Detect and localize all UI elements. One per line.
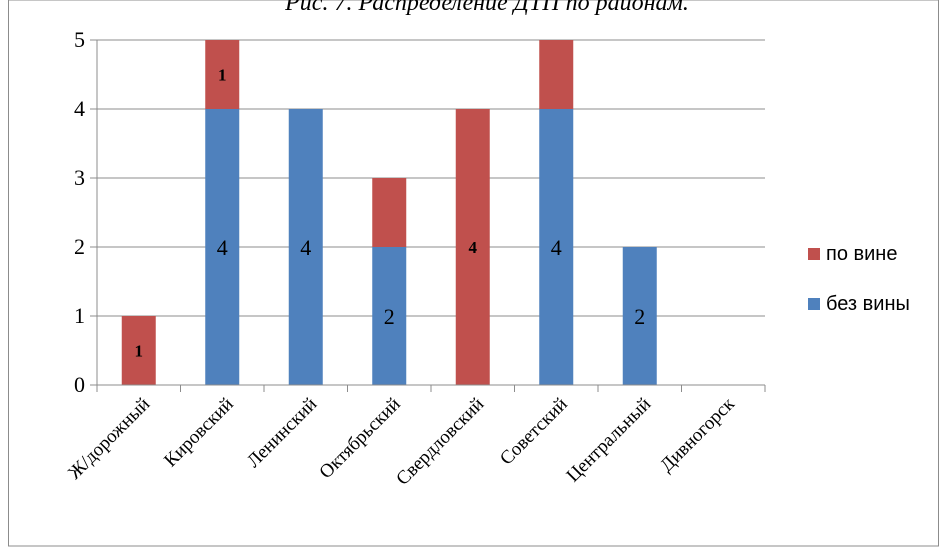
y-tick-label: 2	[74, 234, 85, 259]
data-label: 4	[217, 235, 228, 260]
legend: по вине без вины	[808, 243, 910, 315]
bar-segment	[372, 178, 407, 247]
data-label: 2	[634, 304, 645, 329]
y-tick-label: 4	[74, 96, 85, 121]
y-tick-label: 5	[74, 27, 85, 52]
bar-segment	[455, 109, 490, 385]
data-label: 4	[469, 238, 478, 257]
data-label: 2	[384, 304, 395, 329]
bar-segment	[539, 40, 574, 109]
data-label: 1	[135, 342, 144, 361]
bar-segment	[539, 109, 574, 385]
bar-segment	[372, 247, 407, 385]
y-tick-label: 0	[74, 372, 85, 397]
legend-swatch	[808, 298, 820, 310]
data-label: 1	[218, 66, 227, 85]
bar-segment	[288, 109, 323, 385]
data-labels: 1 4 1 4 2 4 4 2	[135, 66, 646, 361]
bar-segment	[205, 109, 240, 385]
legend-swatch	[808, 248, 820, 260]
data-label: 4	[300, 235, 311, 260]
bar-segment	[121, 316, 156, 385]
bar-segment	[622, 247, 657, 385]
chart-title: Рис. 7. Распределение ДТП по районам.	[284, 0, 689, 16]
y-tick-label: 1	[74, 303, 85, 328]
y-tick-label: 3	[74, 165, 85, 190]
data-label: 4	[551, 235, 562, 260]
bars	[121, 40, 657, 385]
bar-segment	[205, 40, 240, 109]
legend-entry: по вине	[826, 243, 897, 265]
legend-entry: без вины	[826, 293, 910, 315]
